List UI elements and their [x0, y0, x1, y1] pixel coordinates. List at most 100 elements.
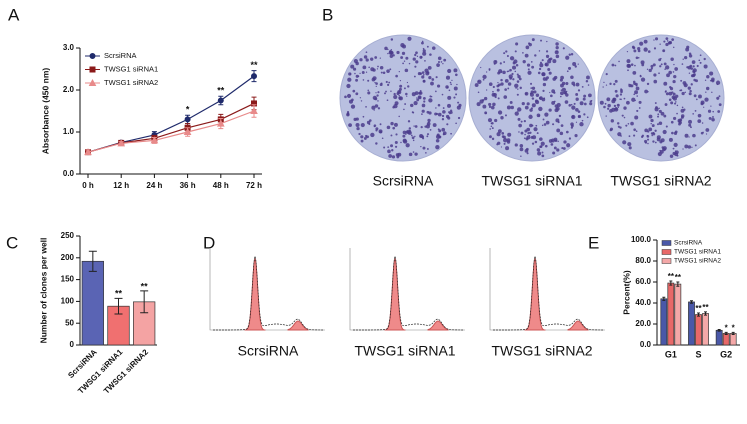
colony — [428, 98, 433, 103]
colony — [552, 123, 555, 126]
colony — [405, 92, 408, 96]
colony — [643, 39, 648, 44]
colony — [651, 124, 655, 128]
colony — [558, 114, 562, 118]
annotation: ** — [141, 281, 149, 291]
colony — [414, 152, 418, 156]
error-bar — [731, 331, 735, 335]
colony — [347, 77, 352, 82]
colony — [373, 125, 376, 128]
colony — [360, 100, 363, 102]
colony — [684, 91, 687, 94]
colony — [390, 48, 392, 51]
colony — [656, 123, 659, 126]
colony — [528, 114, 533, 119]
colony — [628, 83, 630, 85]
colony — [346, 93, 352, 98]
legend-label: TWSG1 siRNA1 — [674, 249, 721, 256]
annotation: * — [186, 105, 190, 115]
colony — [633, 49, 637, 53]
colony — [391, 155, 396, 159]
colony — [663, 40, 666, 43]
colony — [654, 102, 657, 105]
colony — [616, 122, 620, 125]
colony — [416, 97, 418, 99]
colony — [711, 117, 715, 122]
colony — [697, 119, 702, 124]
x-tick-label: S — [695, 349, 701, 359]
colony — [402, 62, 405, 65]
colony — [648, 127, 653, 132]
colony — [392, 126, 396, 130]
colony — [457, 116, 461, 120]
colony — [492, 102, 496, 107]
colony — [380, 71, 383, 74]
colony — [634, 115, 639, 120]
colony — [666, 73, 670, 78]
colony — [435, 144, 440, 150]
colony — [634, 90, 639, 95]
colony — [386, 69, 390, 73]
colony — [437, 60, 441, 64]
colony — [605, 115, 607, 117]
colony — [639, 75, 642, 78]
colony — [504, 88, 507, 91]
colony — [541, 72, 546, 77]
colony — [363, 55, 368, 59]
y-tick-label: 40.0 — [635, 298, 651, 307]
colony — [379, 57, 381, 59]
colony — [390, 144, 394, 148]
colony — [656, 137, 661, 142]
colony — [500, 78, 503, 82]
colony — [659, 140, 663, 144]
colony — [535, 124, 538, 127]
y-tick-label: 100.0 — [631, 235, 652, 244]
colony — [676, 112, 678, 115]
colony — [694, 110, 697, 112]
x-tick-label: 36 h — [180, 181, 196, 190]
colony — [535, 100, 540, 105]
marker — [250, 106, 258, 114]
colony — [607, 103, 611, 108]
colony — [421, 113, 423, 116]
annotation: ** — [702, 303, 709, 312]
colony — [422, 146, 426, 150]
colony — [603, 105, 606, 109]
colony — [673, 63, 675, 66]
colony — [635, 86, 640, 91]
colony — [543, 97, 546, 100]
marker — [251, 73, 257, 80]
error-bar — [669, 280, 673, 286]
colony — [630, 121, 634, 126]
colony — [626, 59, 631, 64]
y-axis-label: Absorbance (450 nm) — [40, 68, 50, 155]
colony — [653, 47, 657, 50]
colony — [441, 114, 445, 118]
colony — [516, 93, 519, 96]
colony — [396, 50, 400, 55]
colony — [540, 39, 543, 42]
colony — [647, 142, 649, 145]
colony — [369, 119, 372, 122]
colony — [615, 94, 619, 98]
colony — [487, 118, 493, 123]
colony — [428, 75, 432, 80]
colony — [513, 59, 518, 64]
colony — [422, 49, 426, 53]
colony — [344, 95, 347, 99]
colony — [670, 101, 674, 105]
colony — [547, 68, 551, 72]
caption: ScrsiRNA — [373, 173, 434, 189]
colony — [408, 62, 411, 65]
colony — [375, 85, 377, 88]
colony — [488, 68, 491, 71]
colony — [429, 129, 432, 131]
colony — [627, 122, 630, 125]
colony — [626, 100, 630, 105]
colony — [561, 146, 564, 150]
colony — [614, 107, 618, 111]
colony — [672, 71, 675, 73]
colony — [555, 42, 559, 46]
colony — [568, 137, 572, 140]
colony — [394, 101, 399, 106]
